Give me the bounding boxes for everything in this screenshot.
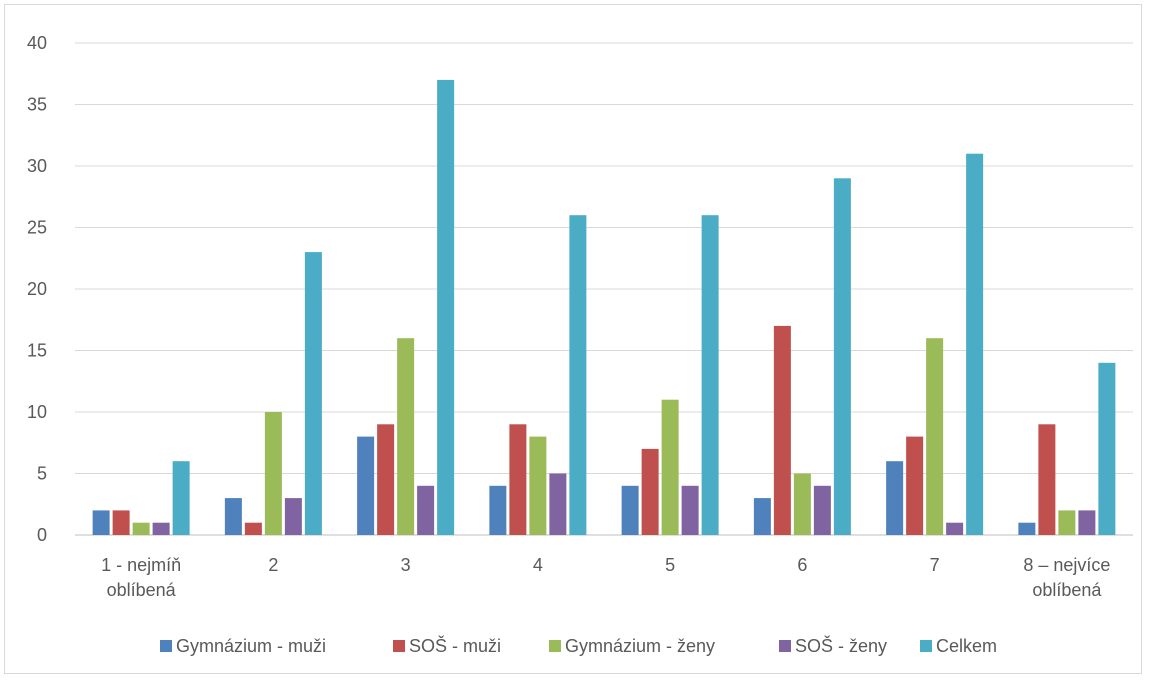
bar-3-2 [264, 412, 282, 535]
bar-1-3 [357, 436, 375, 535]
bars [92, 79, 1116, 536]
x-axis-tick-labels: 1 - nejmíň oblíbená 2 3 4 5 6 7 8 – nejvíce oblíb… [101, 555, 1110, 600]
y-tick-label: 20 [27, 279, 47, 299]
bar-1-1 [92, 510, 110, 535]
y-tick-label: 30 [27, 156, 47, 176]
x-tick-label: 2 [268, 555, 278, 575]
bar-2-2 [244, 522, 262, 535]
legend-swatch [393, 640, 405, 652]
bar-2-1 [112, 510, 130, 535]
bar-4-7 [946, 522, 964, 535]
bar-1-2 [224, 498, 242, 535]
bar-5-5 [701, 215, 719, 535]
legend-label: Gymnázium - ženy [565, 636, 715, 656]
x-tick-label: 1 - nejmíň [101, 555, 181, 575]
bar-1-5 [621, 485, 639, 535]
legend-label: Celkem [936, 636, 997, 656]
y-tick-label: 15 [27, 341, 47, 361]
x-tick-label: 7 [930, 555, 940, 575]
bar-2-8 [1038, 424, 1056, 535]
bar-1-8 [1018, 522, 1036, 535]
legend-label: SOŠ - muži [409, 635, 501, 656]
bar-3-4 [529, 436, 547, 535]
y-tick-label: 40 [27, 33, 47, 53]
x-tick-label: 3 [401, 555, 411, 575]
bar-5-3 [437, 79, 455, 536]
legend-swatch [779, 640, 791, 652]
bar-4-2 [284, 498, 302, 535]
y-axis-tick-labels: 0 5 10 15 20 25 30 35 40 [27, 33, 47, 545]
bar-1-4 [489, 485, 507, 535]
bar-3-8 [1058, 510, 1076, 535]
x-tick-label: oblíbená [107, 580, 177, 600]
bar-4-6 [813, 485, 831, 535]
bar-2-4 [509, 424, 527, 535]
bar-4-3 [417, 485, 435, 535]
legend: Gymnázium - muži SOŠ - muži Gymnázium - že… [160, 635, 997, 656]
legend-label: SOŠ - ženy [795, 635, 887, 656]
y-tick-label: 0 [37, 525, 47, 545]
y-tick-label: 35 [27, 95, 47, 115]
bar-5-6 [833, 178, 851, 536]
bar-1-6 [753, 498, 771, 535]
y-tick-label: 25 [27, 218, 47, 238]
x-tick-label: 8 – nejvíce [1023, 555, 1110, 575]
x-tick-label: 6 [797, 555, 807, 575]
legend-swatch [549, 640, 561, 652]
bar-3-7 [926, 338, 944, 535]
legend-swatch [920, 640, 932, 652]
bar-4-4 [549, 473, 567, 535]
bar-4-8 [1078, 510, 1096, 535]
y-tick-label: 10 [27, 402, 47, 422]
bar-5-4 [569, 215, 587, 535]
y-tick-label: 5 [37, 464, 47, 484]
bar-3-5 [661, 399, 679, 535]
bar-2-7 [906, 436, 924, 535]
legend-label: Gymnázium - muži [176, 636, 326, 656]
bar-2-3 [377, 424, 395, 535]
bar-5-1 [172, 461, 190, 535]
x-tick-label: 5 [665, 555, 675, 575]
bar-5-2 [304, 252, 322, 535]
legend-swatch [160, 640, 172, 652]
bar-5-8 [1098, 362, 1116, 535]
bar-1-7 [886, 461, 904, 535]
bar-4-5 [681, 485, 699, 535]
bar-2-6 [773, 325, 791, 535]
x-tick-label: oblíbená [1032, 580, 1102, 600]
bar-3-3 [397, 338, 415, 535]
bar-5-7 [966, 153, 984, 535]
bar-4-1 [152, 522, 170, 535]
bar-3-1 [132, 522, 150, 535]
x-tick-label: 4 [533, 555, 543, 575]
bar-3-6 [793, 473, 811, 535]
bar-2-5 [641, 448, 659, 535]
